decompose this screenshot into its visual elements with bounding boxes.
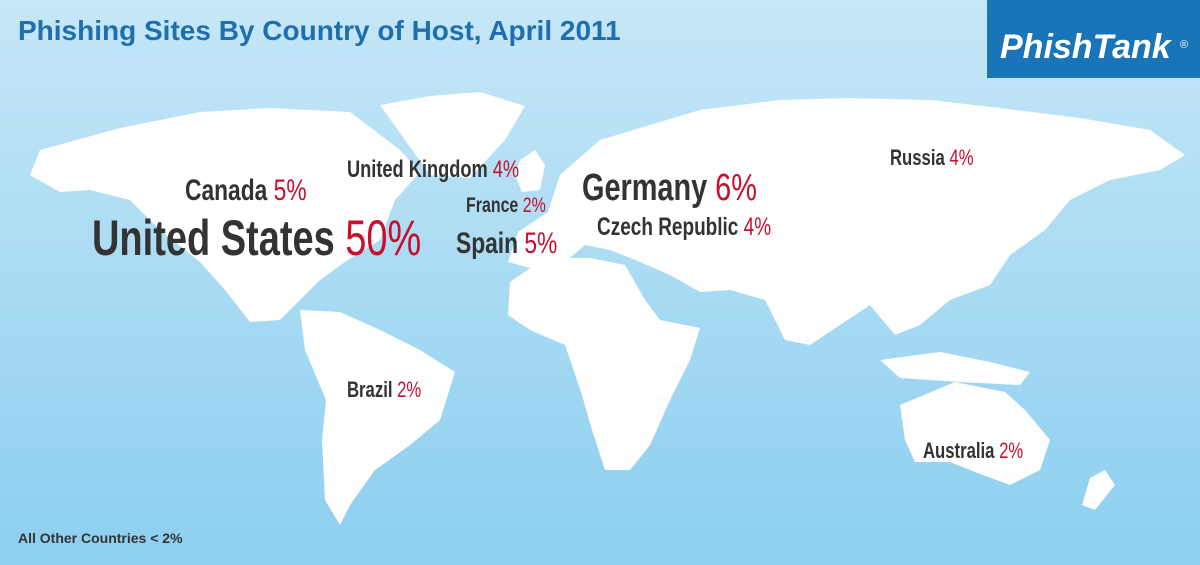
country-label: Spain 5% [456,226,557,260]
country-label: Germany 6% [582,166,757,209]
world-map [30,92,1185,525]
country-name: Brazil [347,378,392,403]
country-name: Canada [185,173,267,207]
country-label: Brazil 2% [347,378,421,403]
footnote: All Other Countries < 2% [18,530,183,546]
logo: PhishTank [1000,28,1173,66]
country-share: 50% [345,211,421,266]
country-share: 2% [999,439,1023,464]
country-share: 2% [397,378,421,403]
country-share: 4% [949,146,973,171]
country-name: Spain [456,226,518,260]
country-name: United Kingdom [347,156,488,183]
country-name: Australia [923,439,995,464]
country-name: United States [92,211,335,266]
country-label: United States 50% [92,211,421,266]
logo-box [987,0,1200,78]
title: Phishing Sites By Country of Host, April… [18,15,621,46]
country-label: Canada 5% [185,173,307,207]
country-label: France 2% [466,193,546,217]
country-label: Czech Republic 4% [597,212,771,240]
country-label: Russia 4% [890,146,974,171]
country-share: 4% [744,212,771,240]
country-name: Czech Republic [597,212,738,240]
country-labels: United States 50% Canada 5% United Kingdom… [92,146,1023,464]
logo-mark: ® [1180,39,1188,51]
country-name: France [466,193,518,217]
country-share: 5% [274,173,307,207]
country-label: United Kingdom 4% [347,156,519,183]
country-share: 6% [715,166,757,209]
country-share: 2% [523,193,546,217]
country-label: Australia 2% [923,439,1023,464]
country-share: 5% [524,226,557,260]
country-share: 4% [493,156,519,183]
country-name: Russia [890,146,945,171]
country-name: Germany [582,166,707,209]
